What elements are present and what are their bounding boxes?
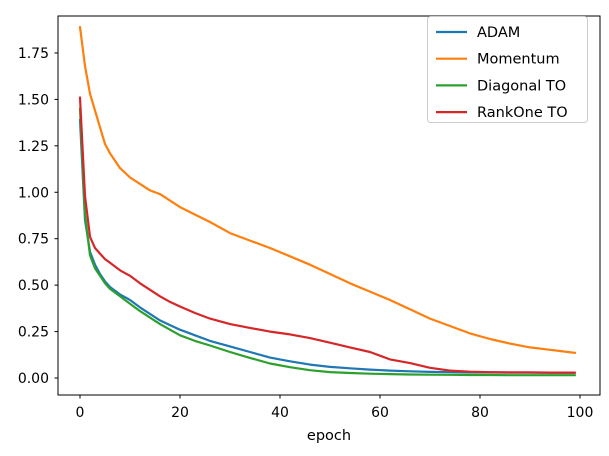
y-axis-ticks: 0.00 0.25 0.50 0.75 1.00 1.25 1.50 1.75 xyxy=(18,46,58,387)
series-line-momentum xyxy=(78,25,577,354)
y-tick-label-1.75: 1.75 xyxy=(18,46,49,62)
y-tick-label-1.25: 1.25 xyxy=(18,139,49,155)
legend-items: ADAM Momentum Diagonal TO RankOne TO xyxy=(436,25,568,121)
x-axis-ticks: 0 20 40 60 80 100 xyxy=(76,395,594,421)
x-tick-label-60: 60 xyxy=(371,405,389,421)
y-tick-label-0.75: 0.75 xyxy=(18,232,49,248)
x-tick-label-0: 0 xyxy=(76,405,85,421)
y-tick-label-0.25: 0.25 xyxy=(18,325,49,341)
y-tick-label-0.00: 0.00 xyxy=(18,371,49,387)
legend: ADAM Momentum Diagonal TO RankOne TO xyxy=(427,16,588,123)
legend-label-rankone-to: RankOne TO xyxy=(477,105,568,121)
x-tick-label-100: 100 xyxy=(567,405,594,421)
y-tick-label-1.50: 1.50 xyxy=(18,92,49,108)
legend-label-adam: ADAM xyxy=(477,25,520,41)
plot-frame xyxy=(57,15,601,396)
series-line-rankone-to xyxy=(78,96,577,374)
x-tick-label-80: 80 xyxy=(471,405,489,421)
legend-box xyxy=(427,16,588,123)
x-axis-label: epoch xyxy=(307,428,351,444)
y-tick-label-1.00: 1.00 xyxy=(18,185,49,201)
legend-label-momentum: Momentum xyxy=(477,52,560,68)
series-line-adam xyxy=(78,118,577,374)
legend-label-diagonal-to: Diagonal TO xyxy=(477,78,566,94)
series-line-diagonal-to xyxy=(78,107,577,377)
x-tick-label-20: 20 xyxy=(171,405,189,421)
series-lines xyxy=(78,25,577,377)
x-tick-label-40: 40 xyxy=(271,405,289,421)
y-tick-label-0.50: 0.50 xyxy=(18,278,49,294)
